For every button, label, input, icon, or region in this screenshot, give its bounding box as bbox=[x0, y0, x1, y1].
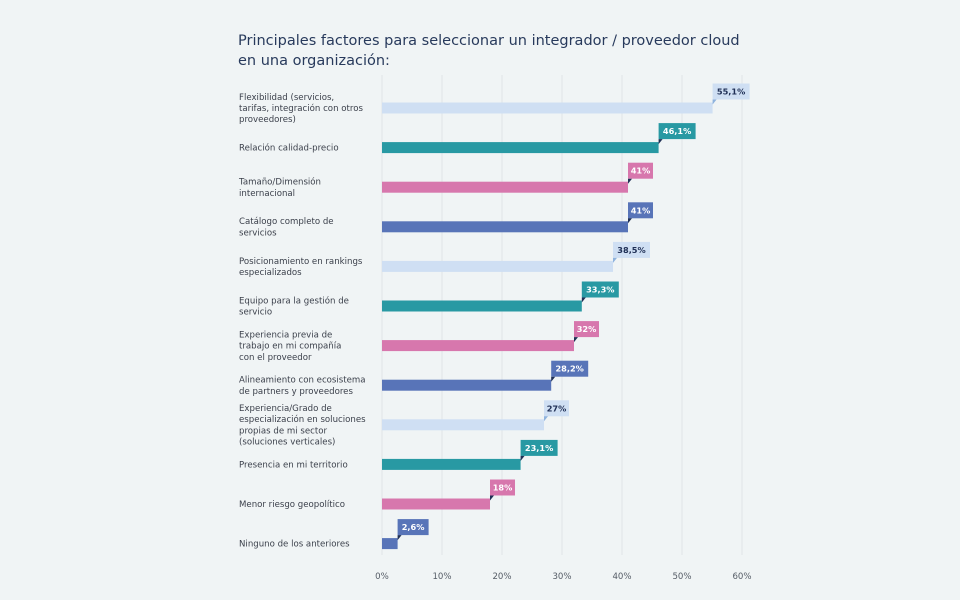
category-label-line: Relación calidad-precio bbox=[239, 143, 339, 154]
category-label: Presencia en mi territorio bbox=[239, 460, 348, 470]
data-label-box bbox=[628, 162, 653, 179]
bar bbox=[382, 221, 628, 233]
category-label-line: Posicionamiento en rankings bbox=[239, 257, 363, 267]
data-label-pointer bbox=[490, 495, 494, 501]
bar bbox=[382, 379, 552, 391]
bar bbox=[382, 340, 574, 352]
data-label-pointer bbox=[551, 376, 556, 382]
x-tick-label: 20% bbox=[492, 572, 511, 582]
bar bbox=[382, 142, 659, 154]
data-label: 41% bbox=[631, 205, 651, 215]
bar bbox=[382, 102, 713, 114]
data-label-pointer bbox=[520, 455, 525, 461]
data-label-pointer bbox=[574, 337, 578, 343]
bar bbox=[382, 498, 490, 510]
data-label-box bbox=[544, 400, 569, 417]
category-label-line: propias de mi sector bbox=[239, 426, 327, 436]
data-label-box bbox=[397, 519, 429, 536]
data-label: 2,6% bbox=[402, 522, 425, 532]
data-label: 27% bbox=[547, 403, 567, 413]
data-label-box bbox=[712, 83, 750, 100]
category-label: Ninguno de los anteriores bbox=[239, 540, 350, 550]
bar bbox=[382, 260, 613, 272]
category-label-line: Experiencia/Grado de bbox=[239, 404, 332, 414]
data-label-pointer bbox=[544, 416, 548, 422]
data-label: 38,5% bbox=[617, 245, 645, 255]
category-label: Relación calidad-precio bbox=[239, 143, 339, 154]
category-label-line: Flexibilidad (servicios, bbox=[239, 93, 334, 103]
data-label-box bbox=[574, 321, 599, 338]
x-tick-label: 30% bbox=[552, 572, 571, 582]
category-label-line: Tamaño/Dimensión bbox=[238, 177, 321, 188]
category-label: Experiencia/Grado de especialización en s… bbox=[239, 404, 366, 448]
category-label: Equipo para la gestión de servicio bbox=[239, 295, 349, 317]
category-label-line: tarifas, integración con otros bbox=[239, 103, 363, 114]
category-label-line: servicio bbox=[239, 308, 272, 318]
data-label-box bbox=[551, 360, 589, 377]
bar bbox=[382, 300, 582, 312]
data-label: 23,1% bbox=[525, 443, 553, 453]
category-label-line: Equipo para la gestión de bbox=[239, 295, 349, 306]
category-label-line: especializados bbox=[239, 268, 302, 278]
category-label: Menor riesgo geopolítico bbox=[239, 500, 345, 510]
data-label-pointer bbox=[581, 297, 586, 303]
data-label: 41% bbox=[631, 166, 651, 176]
x-tick-label: 0% bbox=[375, 572, 389, 582]
data-label: 28,2% bbox=[555, 364, 583, 374]
data-label-pointer bbox=[613, 257, 617, 263]
category-label: Alineamiento con ecosistema de partners y… bbox=[239, 376, 366, 397]
data-label: 55,1% bbox=[717, 87, 745, 97]
category-label-line: Menor riesgo geopolítico bbox=[239, 500, 345, 510]
data-label: 46,1% bbox=[663, 126, 691, 136]
category-label-line: trabajo en mi compañía bbox=[239, 342, 341, 352]
category-label-line: de partners y proveedores bbox=[239, 387, 353, 397]
data-label: 18% bbox=[493, 483, 513, 493]
data-label-pointer bbox=[658, 139, 663, 145]
category-label-line: Experiencia previa de bbox=[239, 330, 332, 340]
data-label-pointer bbox=[628, 178, 632, 184]
category-label: Flexibilidad (servicios, tarifas, integra… bbox=[239, 93, 363, 125]
category-label-line: especialización en soluciones bbox=[239, 414, 366, 425]
data-label: 33,3% bbox=[586, 285, 614, 295]
data-label-pointer bbox=[712, 99, 717, 105]
category-label-line: Alineamiento con ecosistema bbox=[239, 376, 366, 386]
category-label-line: (soluciones verticales) bbox=[239, 438, 335, 448]
chart-title: Principales factores para seleccionar un… bbox=[238, 33, 740, 69]
data-label-box bbox=[658, 123, 696, 140]
data-label-box bbox=[613, 241, 650, 258]
category-label-line: Catálogo completo de bbox=[239, 217, 334, 227]
category-label: Experiencia previa de trabajo en mi compa… bbox=[239, 330, 341, 362]
x-tick-label: 40% bbox=[612, 572, 631, 582]
category-label-line: servicios bbox=[239, 228, 277, 238]
data-label-box bbox=[581, 281, 619, 298]
data-label-box bbox=[628, 202, 653, 219]
category-label-line: Presencia en mi territorio bbox=[239, 460, 348, 470]
category-label-line: internacional bbox=[239, 189, 295, 199]
category-label: Posicionamiento en rankings especializado… bbox=[239, 257, 363, 278]
bar bbox=[382, 538, 398, 550]
x-tick-label: 60% bbox=[732, 572, 751, 582]
category-label: Tamaño/Dimensión internacional bbox=[238, 177, 321, 199]
category-label-line: proveedores) bbox=[239, 115, 296, 125]
data-label-pointer bbox=[397, 535, 402, 541]
data-label-box bbox=[520, 439, 558, 456]
x-tick-label: 10% bbox=[432, 572, 451, 582]
data-label-box bbox=[490, 479, 515, 496]
bar bbox=[382, 419, 544, 431]
data-label: 32% bbox=[577, 324, 597, 334]
x-tick-label: 50% bbox=[672, 572, 691, 582]
category-label: Catálogo completo de servicios bbox=[239, 217, 334, 238]
category-label-line: Ninguno de los anteriores bbox=[239, 540, 350, 550]
category-label-line: con el proveedor bbox=[239, 353, 312, 363]
bar bbox=[382, 458, 521, 470]
bar bbox=[382, 181, 628, 193]
data-label-pointer bbox=[628, 218, 632, 224]
